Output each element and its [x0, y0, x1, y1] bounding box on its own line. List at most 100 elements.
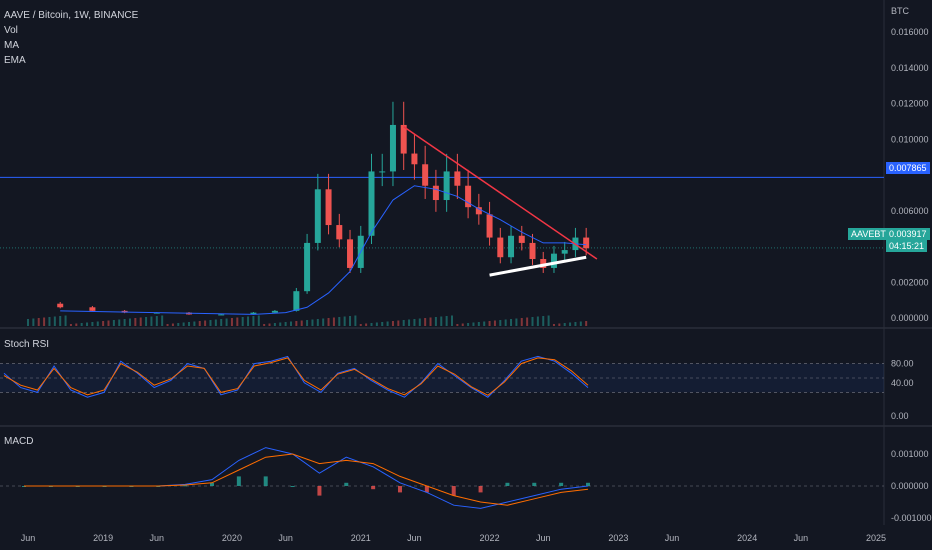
- volume-bar: [456, 324, 459, 326]
- volume-bar: [306, 320, 309, 326]
- legend-vol[interactable]: Vol: [4, 25, 18, 36]
- volume-bar: [531, 317, 534, 326]
- trendline-support: [489, 255, 587, 277]
- legend-ema[interactable]: EMA: [4, 55, 26, 66]
- volume-bar: [139, 317, 142, 326]
- macd-histogram-bar: [236, 476, 241, 486]
- price-tick-label: 0.002000: [891, 277, 929, 287]
- volume-bar: [225, 318, 228, 326]
- volume-bar: [520, 318, 523, 326]
- volume-bar: [32, 318, 35, 326]
- candle-body: [347, 239, 354, 268]
- volume-bar: [273, 323, 276, 326]
- macd-histogram-bar: [478, 486, 483, 493]
- volume-bar: [558, 323, 561, 326]
- time-tick-label: 2021: [351, 533, 371, 543]
- macd-histogram-bar: [210, 482, 214, 486]
- volume-bar: [279, 322, 282, 326]
- volume-bar: [343, 316, 346, 326]
- volume-bar: [418, 318, 421, 326]
- stoch-rsi-title[interactable]: Stoch RSI: [4, 339, 50, 350]
- volume-bar: [263, 324, 266, 326]
- volume-bar: [311, 319, 314, 326]
- volume-bar: [510, 319, 513, 326]
- volume-bar: [177, 323, 180, 326]
- macd-histogram-bar: [183, 485, 188, 487]
- candle-body: [325, 189, 332, 226]
- volume-bar: [204, 320, 207, 326]
- macd-histogram-bar: [424, 486, 429, 493]
- candle-body: [486, 214, 493, 238]
- chart-title[interactable]: AAVE / Bitcoin, 1W, BINANCE: [4, 10, 139, 21]
- candle-body: [57, 303, 64, 308]
- volume-bar: [80, 323, 83, 326]
- volume-bar: [488, 321, 491, 326]
- candle-body: [443, 171, 450, 201]
- candle-body: [250, 312, 257, 315]
- macd-macd-line: [24, 447, 589, 509]
- volume-bar: [515, 318, 518, 326]
- volume-bar: [37, 318, 40, 326]
- volume-bar: [461, 323, 464, 326]
- candle-body: [400, 124, 407, 154]
- candle-body: [540, 259, 547, 268]
- candle-body: [218, 314, 225, 316]
- volume-bar: [145, 317, 148, 326]
- macd-histogram-bar: [371, 486, 376, 490]
- time-tick-label: Jun: [536, 533, 551, 543]
- volume-bar: [257, 315, 260, 326]
- macd-histogram-bar: [317, 486, 322, 496]
- candle-body: [379, 171, 386, 173]
- candle-body: [304, 242, 311, 292]
- volume-bar: [107, 320, 110, 326]
- volume-bar: [295, 321, 298, 326]
- volume-bar: [155, 316, 158, 326]
- volume-bar: [365, 323, 368, 326]
- time-tick-label: 2023: [608, 533, 628, 543]
- candle-body: [293, 291, 300, 311]
- macd-title[interactable]: MACD: [4, 436, 34, 447]
- volume-bar: [440, 316, 443, 326]
- volume-bar: [402, 320, 405, 326]
- volume-bar: [134, 318, 137, 326]
- price-tick-label: 0.014000: [891, 63, 929, 73]
- volume-bar: [472, 322, 475, 326]
- volume-bar: [585, 321, 588, 326]
- macd-signal-line: [24, 453, 589, 506]
- volume-bar: [424, 318, 427, 326]
- volume-bar: [526, 317, 529, 326]
- price-tick-label: 0.006000: [891, 206, 929, 216]
- volume-bar: [579, 321, 582, 326]
- macd-histogram-bar: [559, 482, 564, 486]
- volume-bar: [236, 317, 239, 326]
- price-tick-label: 0.012000: [891, 99, 929, 109]
- volume-bar: [370, 323, 373, 326]
- volume-bar: [445, 316, 448, 326]
- volume-bar: [284, 322, 287, 326]
- time-tick-label: Jun: [21, 533, 36, 543]
- volume-bar: [43, 317, 46, 326]
- volume-bar: [198, 321, 201, 326]
- macd-histogram-bar: [290, 486, 295, 487]
- volume-bar: [413, 319, 416, 326]
- volume-bar: [397, 320, 400, 326]
- legend-ma[interactable]: MA: [4, 40, 19, 51]
- volume-bar: [467, 323, 470, 326]
- macd-histogram-bar: [263, 476, 268, 486]
- volume-bar: [354, 315, 357, 326]
- macd-tick-label: 0.000000: [891, 481, 929, 491]
- volume-bar: [316, 319, 319, 326]
- volume-bar: [220, 319, 223, 326]
- volume-bar: [96, 321, 99, 326]
- time-tick-label: Jun: [665, 533, 680, 543]
- candle-body: [561, 250, 568, 254]
- volume-bar: [547, 315, 550, 326]
- volume-bar: [102, 321, 105, 326]
- volume-bar: [483, 321, 486, 326]
- volume-bar: [327, 318, 330, 326]
- volume-bar: [118, 319, 121, 326]
- volume-bar: [332, 317, 335, 326]
- volume-bar: [171, 323, 174, 326]
- volume-bar: [48, 317, 51, 326]
